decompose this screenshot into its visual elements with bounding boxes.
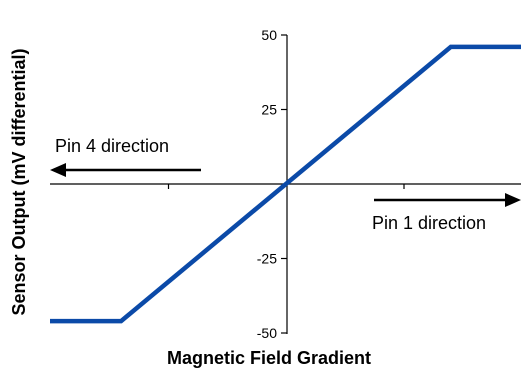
y-ticks: 50 25 -25 -50 <box>257 27 287 341</box>
y-tick-label: 25 <box>261 102 277 118</box>
pin-4-direction-label: Pin 4 direction <box>55 136 169 156</box>
y-axis-title: Sensor Output (mV differential) <box>9 48 29 315</box>
pin-1-direction-label: Pin 1 direction <box>372 213 486 233</box>
y-tick-label: -25 <box>257 251 277 267</box>
x-axis-title: Magnetic Field Gradient <box>167 348 371 368</box>
pin-4-arrow <box>50 163 201 177</box>
y-tick-label: -50 <box>257 325 277 341</box>
y-tick-label: 50 <box>261 27 277 43</box>
pin-1-arrow <box>374 193 521 207</box>
series-line <box>50 44 521 324</box>
x-ticks <box>167 184 405 189</box>
